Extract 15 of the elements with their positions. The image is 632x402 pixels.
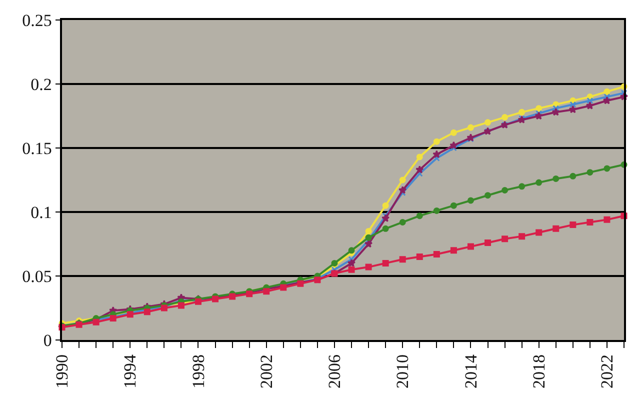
x-tick-label: 2014 — [461, 354, 480, 389]
x-tick-label: 2018 — [529, 354, 548, 389]
y-tick-label: 0.1 — [30, 202, 52, 222]
x-tick-label: 2002 — [256, 354, 276, 389]
x-tick-label: 2006 — [325, 354, 344, 389]
y-tick-label: 0.05 — [22, 266, 52, 286]
x-tick-label: 2022 — [597, 354, 616, 389]
x-tick-label: 2010 — [393, 354, 412, 389]
y-tick-label: 0.25 — [22, 10, 52, 30]
x-tick-label: 1998 — [188, 354, 208, 389]
x-tick-label: 1990 — [52, 354, 72, 389]
y-tick-label: 0 — [43, 330, 52, 350]
y-tick-label: 0.15 — [22, 138, 52, 158]
x-tick-label: 1994 — [120, 354, 140, 389]
y-tick-label: 0.2 — [30, 74, 52, 94]
